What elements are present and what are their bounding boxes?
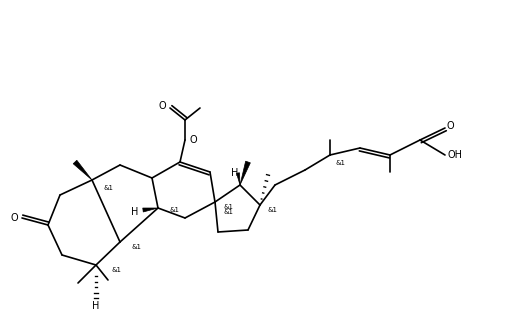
- Polygon shape: [236, 173, 240, 185]
- Text: O: O: [189, 135, 197, 145]
- Text: OH: OH: [447, 150, 462, 160]
- Text: O: O: [10, 213, 18, 223]
- Text: &1: &1: [111, 267, 121, 273]
- Text: O: O: [158, 101, 166, 111]
- Text: H: H: [92, 301, 100, 311]
- Text: H: H: [131, 207, 139, 217]
- Text: H: H: [231, 168, 239, 178]
- Text: &1: &1: [268, 207, 278, 213]
- Text: &1: &1: [223, 204, 233, 210]
- Polygon shape: [143, 208, 158, 212]
- Polygon shape: [240, 161, 250, 185]
- Polygon shape: [73, 160, 92, 180]
- Text: &1: &1: [104, 185, 114, 191]
- Text: &1: &1: [335, 160, 345, 166]
- Text: &1: &1: [170, 207, 180, 213]
- Text: &1: &1: [223, 209, 233, 215]
- Text: O: O: [446, 121, 454, 131]
- Text: &1: &1: [132, 244, 142, 250]
